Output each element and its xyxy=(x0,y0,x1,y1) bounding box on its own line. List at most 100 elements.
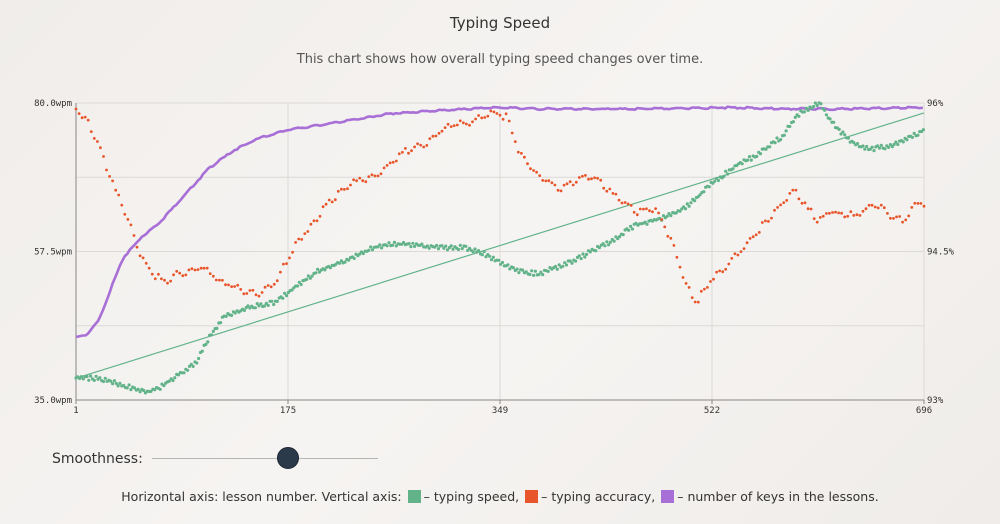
series-point-speed xyxy=(603,244,607,248)
series-point-speed xyxy=(98,376,102,380)
series-point-speed xyxy=(488,254,492,258)
series-point-accuracy xyxy=(166,281,169,285)
series-point-accuracy xyxy=(263,285,267,289)
series-point-accuracy xyxy=(147,266,151,270)
series-point-speed xyxy=(689,201,693,205)
series-point-accuracy xyxy=(440,129,444,133)
series-point-accuracy xyxy=(364,180,368,184)
series-point-speed xyxy=(283,291,287,295)
series-point-accuracy xyxy=(150,272,154,276)
series-point-accuracy xyxy=(422,145,426,149)
series-point-accuracy xyxy=(163,278,166,282)
series-point-accuracy xyxy=(712,277,715,281)
series-point-accuracy xyxy=(352,178,355,182)
series-point-accuracy xyxy=(233,285,237,288)
series-point-accuracy xyxy=(757,231,761,234)
series-point-speed xyxy=(305,277,309,281)
series-point-accuracy xyxy=(428,137,432,141)
series-point-accuracy xyxy=(715,270,718,274)
series-point-speed xyxy=(585,252,589,256)
series-point-accuracy xyxy=(425,144,429,147)
series-point-accuracy xyxy=(96,140,99,143)
series-point-accuracy xyxy=(404,147,407,150)
series-point-accuracy xyxy=(733,252,737,256)
series-point-accuracy xyxy=(169,279,173,283)
series-point-accuracy xyxy=(401,150,404,154)
series-point-speed xyxy=(484,255,488,259)
series-point-speed xyxy=(449,244,453,248)
series-point-speed xyxy=(182,371,186,375)
series-point-accuracy xyxy=(550,181,554,185)
series-point-speed xyxy=(722,174,726,178)
series-point-accuracy xyxy=(416,142,419,146)
series-point-accuracy xyxy=(105,168,108,172)
series-point-speed xyxy=(89,374,93,378)
series-point-speed xyxy=(921,128,926,132)
series-point-accuracy xyxy=(840,211,843,215)
series-point-speed xyxy=(916,133,920,137)
series-point-accuracy xyxy=(391,160,395,164)
series-point-speed xyxy=(511,266,515,270)
series-point-speed xyxy=(702,190,706,194)
series-point-accuracy xyxy=(645,207,648,211)
series-point-accuracy xyxy=(797,197,801,201)
series-point-accuracy xyxy=(571,183,575,187)
series-point-speed xyxy=(841,130,845,134)
series-point-accuracy xyxy=(99,146,102,150)
series-point-accuracy xyxy=(864,207,868,211)
y-right-tick-label: 93% xyxy=(927,396,944,406)
series-point-accuracy xyxy=(520,151,523,155)
series-point-speed xyxy=(855,142,860,146)
series-point-accuracy xyxy=(501,117,505,121)
series-point-speed xyxy=(103,376,107,380)
series-point-accuracy xyxy=(745,241,749,245)
series-point-speed xyxy=(784,129,788,133)
series-point-speed xyxy=(832,120,836,124)
series-point-speed xyxy=(378,243,382,247)
series-point-speed xyxy=(802,110,807,114)
series-point-accuracy xyxy=(596,176,599,180)
series-point-speed xyxy=(173,376,177,380)
series-point-accuracy xyxy=(590,177,593,181)
series-point-speed xyxy=(579,257,583,261)
series-point-accuracy xyxy=(782,201,786,205)
series-point-speed xyxy=(171,379,175,383)
series-point-accuracy xyxy=(584,174,587,177)
series-point-accuracy xyxy=(126,218,130,221)
series-point-accuracy xyxy=(562,183,566,187)
series-point-speed xyxy=(539,270,543,274)
series-point-speed xyxy=(693,199,697,203)
series-point-speed xyxy=(167,379,171,383)
series-point-accuracy xyxy=(660,218,664,221)
series-point-accuracy xyxy=(858,214,862,217)
series-point-speed xyxy=(870,145,874,149)
series-point-speed xyxy=(125,386,129,390)
x-tick-label: 175 xyxy=(280,406,296,416)
series-point-speed xyxy=(445,248,450,252)
series-point-speed xyxy=(892,142,896,147)
series-point-speed xyxy=(176,373,181,377)
legend-prefix: Horizontal axis: lesson number. Vertical… xyxy=(121,489,402,504)
series-point-accuracy xyxy=(681,276,685,279)
series-point-speed xyxy=(837,127,841,131)
smoothness-slider-track[interactable] xyxy=(152,447,378,469)
series-point-speed xyxy=(643,220,647,224)
series-point-accuracy xyxy=(385,164,389,167)
series-point-speed xyxy=(224,314,228,318)
series-point-accuracy xyxy=(92,137,96,140)
series-point-accuracy xyxy=(266,284,270,287)
series-point-accuracy xyxy=(684,282,688,285)
series-point-accuracy xyxy=(919,202,923,205)
series-point-speed xyxy=(517,271,521,275)
series-point-speed xyxy=(436,247,440,251)
smoothness-slider-thumb[interactable] xyxy=(276,447,299,469)
series-point-accuracy xyxy=(675,255,679,259)
series-point-accuracy xyxy=(730,257,734,260)
series-point-accuracy xyxy=(690,296,694,299)
series-point-accuracy xyxy=(828,211,831,215)
series-point-accuracy xyxy=(788,192,792,195)
series-point-speed xyxy=(888,143,893,147)
series-point-speed xyxy=(804,106,808,110)
series-point-speed xyxy=(111,382,115,386)
typing-speed-chart: 1 175 349 522 696 80.0wpm 57.5wpm 35.0wpm 96% 94.… xyxy=(34,99,955,416)
